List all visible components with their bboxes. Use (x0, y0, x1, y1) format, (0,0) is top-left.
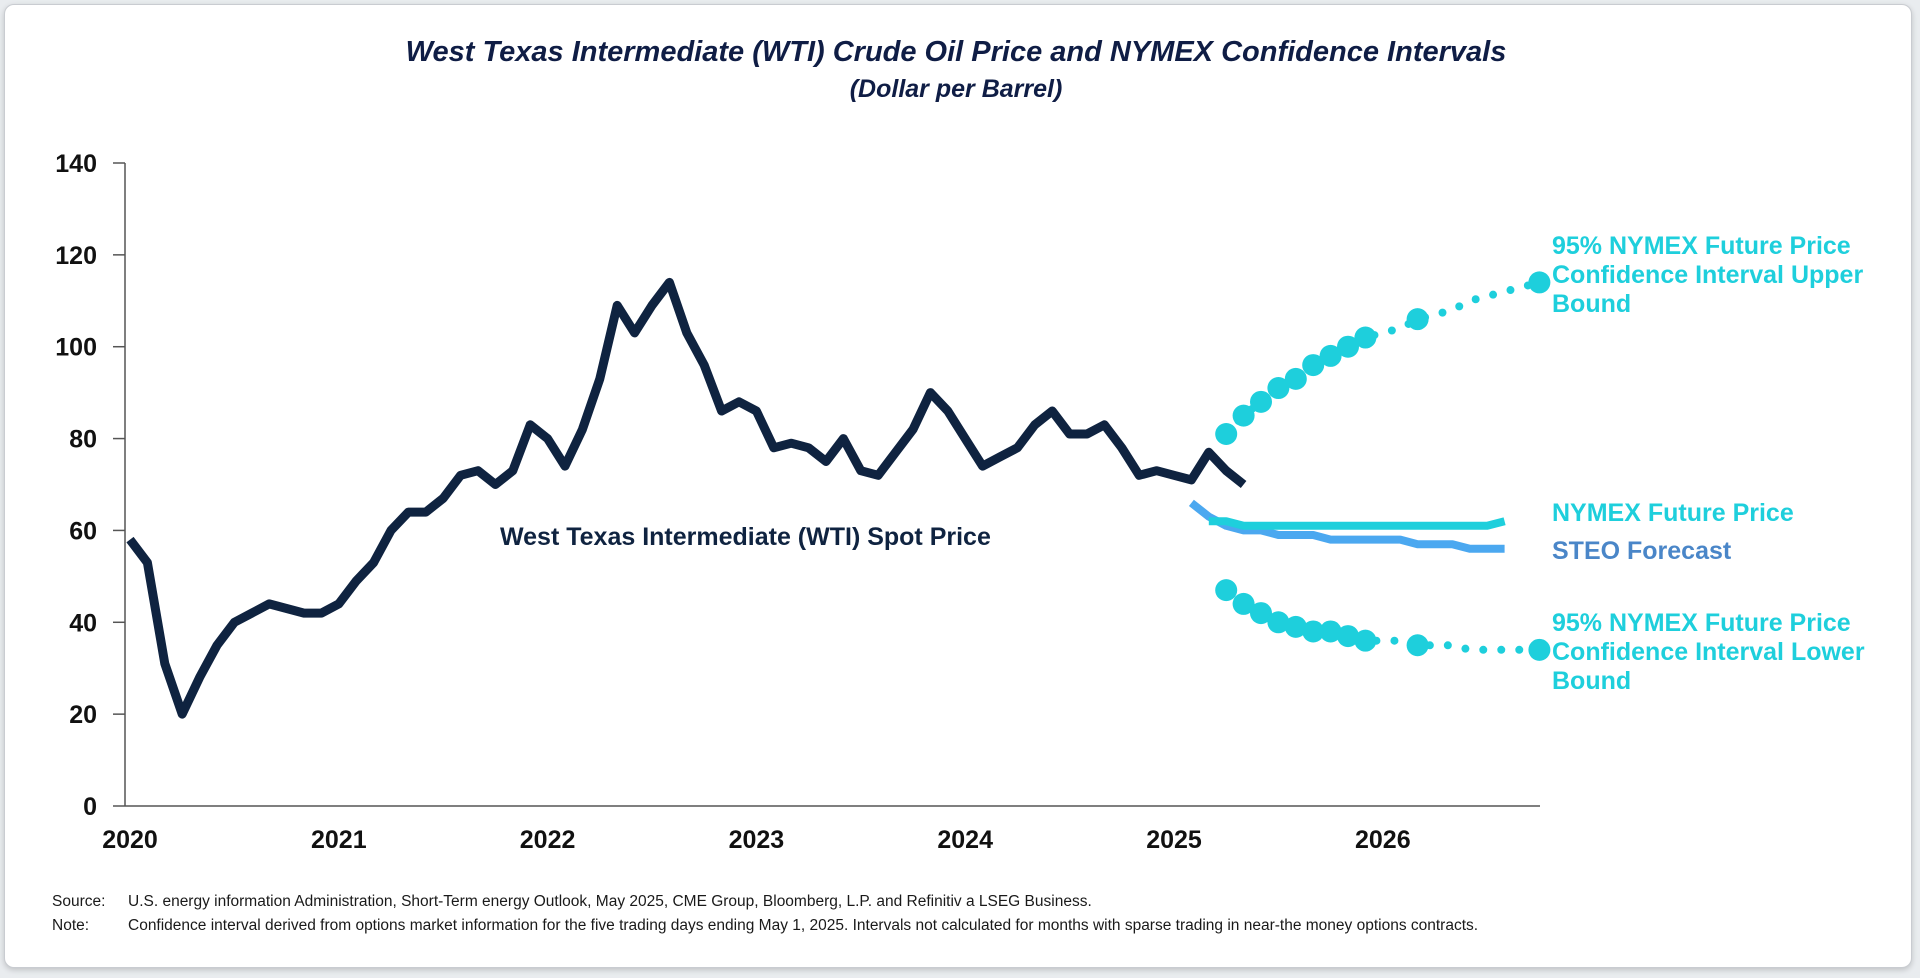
source-text: U.S. energy information Administration, … (128, 893, 1092, 910)
lower-bound-marker (1319, 620, 1342, 643)
steo-forecast-line (1188, 499, 1505, 553)
x-tick-label: 2020 (102, 826, 158, 854)
y-tick-label: 120 (55, 242, 97, 270)
y-tick-label: 60 (69, 517, 97, 545)
upper-bound-marker (1267, 377, 1290, 400)
lower-bound-marker (1406, 634, 1429, 657)
series-labels: West Texas Intermediate (WTI) Spot Price… (500, 232, 1865, 695)
source-note: Source: U.S. energy information Administr… (52, 893, 1092, 911)
y-tick-label: 20 (69, 701, 97, 729)
upper-bound-marker (1337, 335, 1359, 358)
lower-bound-label: 95% NYMEX Future Price Confidence Interva… (1552, 609, 1865, 695)
note-text: Confidence interval derived from options… (128, 917, 1479, 934)
y-tick-label: 80 (69, 426, 97, 454)
lower-bound-marker (1528, 638, 1551, 661)
upper-bound-marker (1354, 326, 1377, 349)
chart-card: West Texas Intermediate (WTI) Crude Oil … (4, 4, 1912, 968)
note-key: Note: (52, 917, 90, 934)
spot-price-label: West Texas Intermediate (WTI) Spot Price (500, 523, 991, 551)
x-tick-label: 2024 (937, 826, 993, 854)
chart-subtitle: (Dollar per Barrel) (850, 75, 1063, 103)
lower-bound-marker (1302, 620, 1325, 643)
lower-bound-marker (1354, 629, 1377, 652)
chart: West Texas Intermediate (WTI) Crude Oil … (55, 36, 1865, 854)
upper-bound-marker (1232, 404, 1255, 427)
lower-bound-marker (1267, 611, 1290, 634)
chart-title: West Texas Intermediate (WTI) Crude Oil … (406, 36, 1507, 68)
upper-bound-label: 95% NYMEX Future Price Confidence Interva… (1552, 232, 1863, 318)
x-tick-label: 2026 (1355, 826, 1411, 854)
lower-bound-marker (1215, 579, 1238, 602)
x-tick-label: 2025 (1146, 826, 1202, 854)
upper-bound-marker (1215, 422, 1238, 445)
upper-bound-marker (1250, 390, 1272, 413)
y-tick-label: 40 (69, 609, 97, 637)
nymex-future-line (1208, 517, 1506, 530)
x-tick-label: 2023 (729, 826, 785, 854)
x-tick-label: 2022 (520, 826, 576, 854)
steo-forecast-label: STEO Forecast (1552, 537, 1732, 565)
lower-bound-marker (1337, 625, 1359, 648)
y-tick-label: 0 (83, 793, 97, 821)
upper-bound-marker (1284, 367, 1307, 390)
lower-bound-dotted-line (1222, 586, 1544, 654)
spot-price-line (126, 277, 1247, 719)
axes: 0 20 40 60 80 100 120 140 2020 2021 2022 2023 2024 20… (55, 150, 1540, 854)
upper-bound-marker (1528, 271, 1551, 294)
plot-area (126, 271, 1551, 719)
source-key: Source: (52, 893, 106, 910)
upper-bound-marker (1302, 354, 1325, 377)
lower-bound-marker (1250, 602, 1272, 625)
upper-bound-marker (1406, 308, 1429, 331)
methodology-note: Note: Confidence interval derived from op… (52, 917, 1478, 935)
upper-bound-marker (1319, 344, 1342, 367)
y-tick-label: 100 (55, 334, 97, 362)
x-tick-label: 2021 (311, 826, 367, 854)
y-tick-label: 140 (55, 150, 97, 178)
upper-bound-dotted-line (1222, 278, 1544, 438)
lower-bound-marker (1232, 592, 1255, 615)
nymex-future-label: NYMEX Future Price (1552, 499, 1794, 527)
lower-bound-marker (1284, 615, 1307, 638)
